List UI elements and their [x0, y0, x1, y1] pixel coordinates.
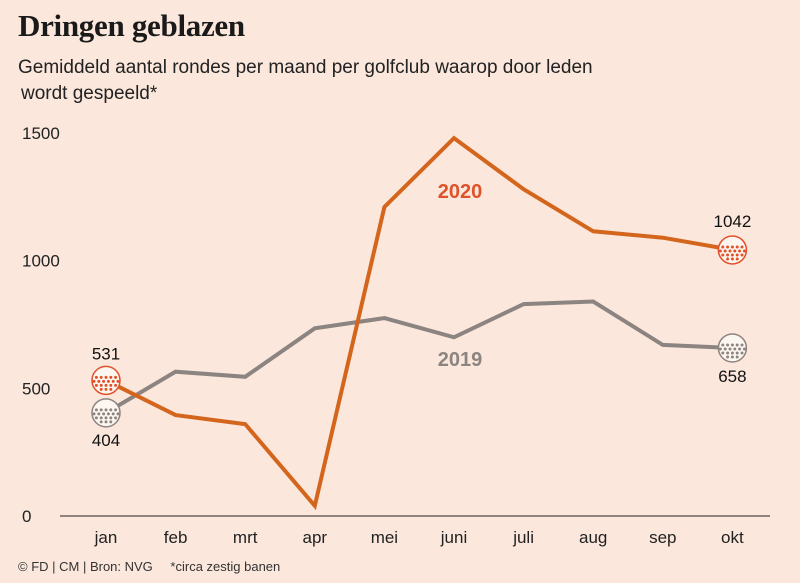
x-tick-label: feb [164, 528, 188, 547]
x-tick-label: aug [579, 528, 607, 547]
chart-title: Dringen geblazen [18, 8, 245, 43]
y-tick-label: 0 [22, 507, 31, 526]
golf-ball-marker-2019-start [91, 398, 121, 428]
x-tick-label: juni [440, 528, 467, 547]
series-label-2019: 2019 [438, 349, 483, 371]
data-label-2020-jan: 531 [92, 344, 120, 363]
x-tick-label: mrt [233, 528, 258, 547]
x-tick-label: juli [512, 528, 534, 547]
x-tick-label: sep [649, 528, 676, 547]
data-label-2019-jan: 404 [92, 431, 120, 450]
y-tick-label: 500 [22, 379, 50, 398]
golf-ball-marker-2020-start [91, 365, 121, 396]
golf-ball-marker-2019-end [717, 333, 748, 363]
x-tick-label: jan [94, 528, 118, 547]
data-label-2019-okt: 658 [718, 367, 746, 386]
y-tick-label: 1000 [22, 252, 60, 271]
data-label-2020-okt: 1042 [713, 212, 751, 231]
subtitle-line-2: wordt gespeeld* [21, 83, 158, 104]
series-line-2020 [105, 135, 733, 511]
x-tick-label: okt [721, 528, 744, 547]
x-tick-label: apr [303, 528, 328, 547]
x-tick-label: mei [371, 528, 398, 547]
series-label-2020: 2020 [438, 181, 483, 203]
source-credit: © FD | CM | Bron: NVG [18, 559, 153, 574]
footer: © FD | CM | Bron: NVG *circa zestig bane… [18, 559, 280, 574]
chart-subtitle: Gemiddeld aantal rondes per maand per go… [18, 55, 678, 107]
y-tick-label: 1500 [22, 124, 60, 143]
golf-ball-marker-2020-end [717, 235, 748, 265]
footnote: *circa zestig banen [170, 559, 281, 574]
subtitle-line-1: Gemiddeld aantal rondes per maand per go… [18, 57, 593, 78]
series-line-2019 [104, 299, 733, 415]
